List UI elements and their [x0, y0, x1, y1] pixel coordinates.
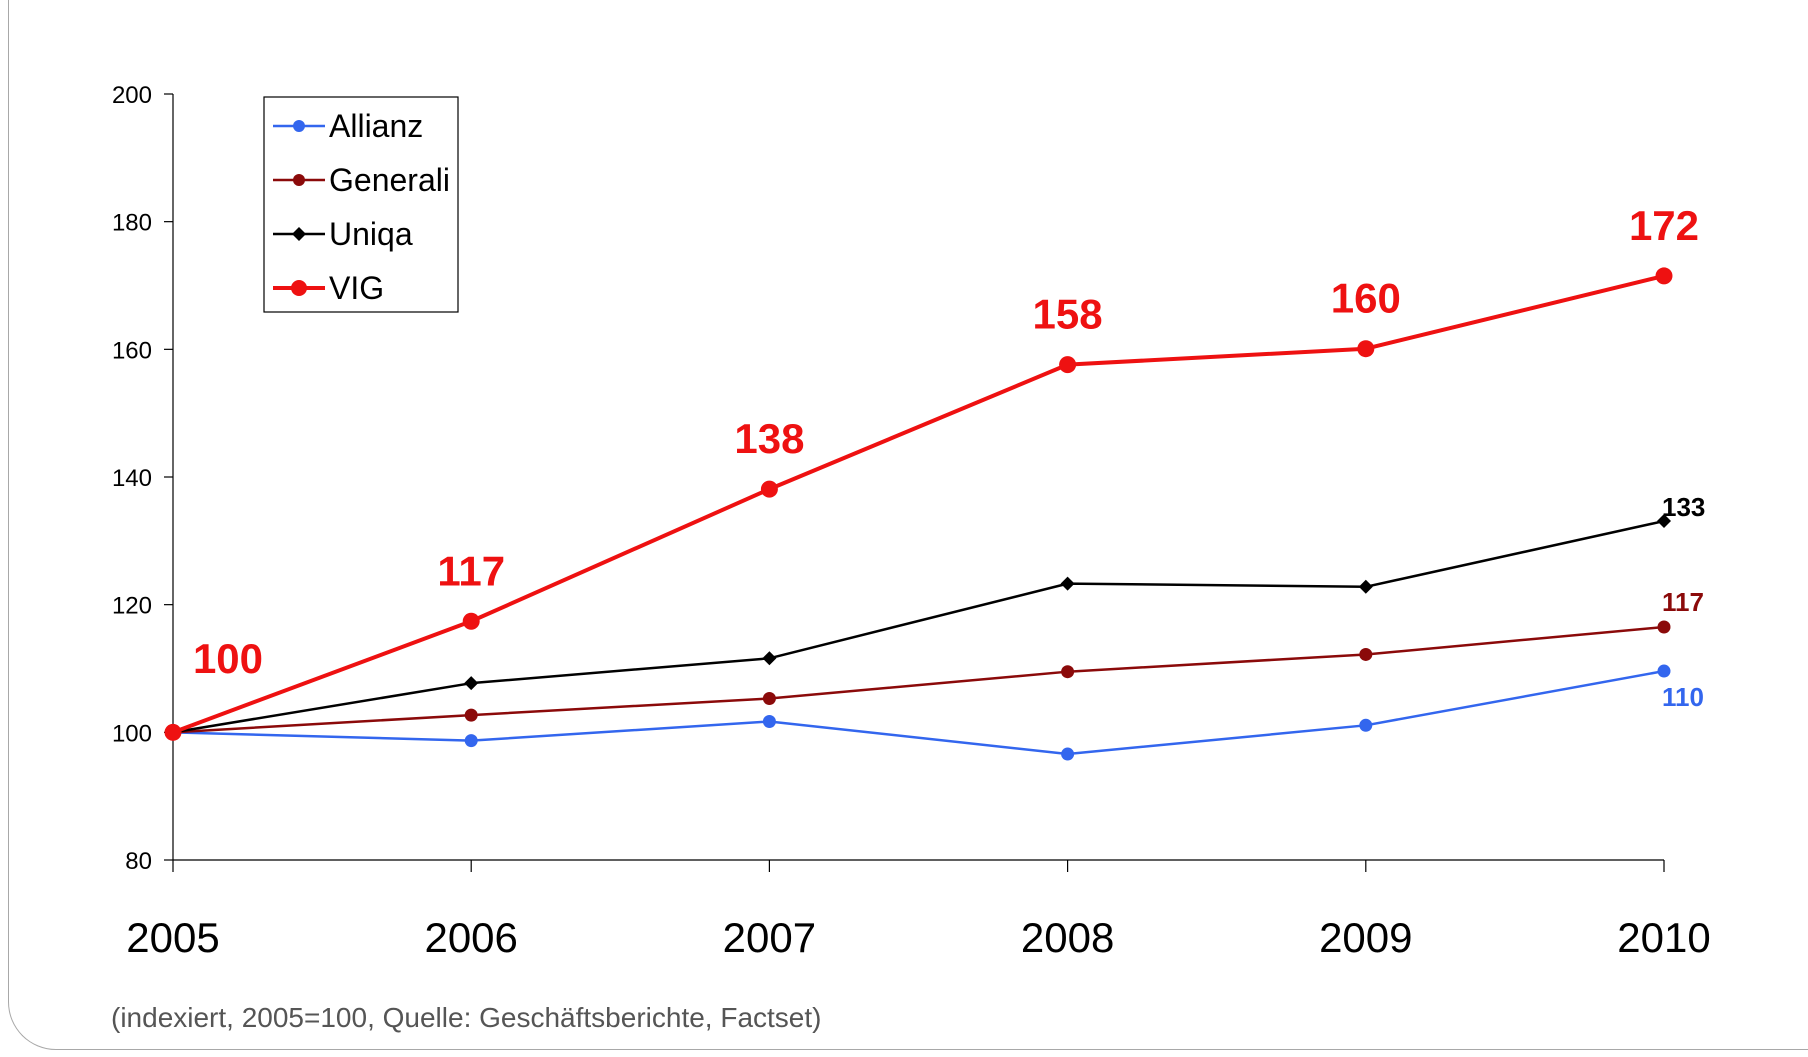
data-point — [164, 723, 182, 741]
data-point — [762, 692, 776, 706]
data-point — [1657, 620, 1671, 634]
series-generali — [166, 620, 1671, 739]
data-label-vig: 100 — [193, 635, 263, 682]
y-tick-label: 180 — [112, 210, 152, 237]
legend-item-vig: VIG — [273, 270, 384, 306]
y-tick-label: 160 — [112, 337, 152, 364]
data-point — [1061, 747, 1075, 761]
legend-box — [263, 96, 459, 313]
x-tick-label: 2005 — [126, 914, 219, 961]
data-point — [464, 676, 479, 691]
series-line-allianz — [172, 669, 1665, 756]
legend-label: Generali — [329, 162, 450, 198]
series-vig — [164, 267, 1673, 741]
chart-legend: Allianz Generali Uniqa VIG — [263, 96, 459, 313]
data-point — [464, 708, 478, 722]
x-tick-label: 2007 — [723, 914, 816, 961]
data-point — [1657, 514, 1671, 529]
x-tick-label: 2008 — [1021, 914, 1114, 961]
x-tick-label: 2009 — [1319, 914, 1412, 961]
data-label-vig: 172 — [1629, 202, 1699, 249]
series-uniqa — [166, 514, 1671, 740]
data-point — [1657, 664, 1671, 678]
y-tick-label: 120 — [112, 593, 152, 620]
data-labels: 100 117 138 158 160 172 133 117 110 — [193, 202, 1705, 712]
data-point — [762, 651, 777, 666]
legend-item-allianz: Allianz — [273, 108, 423, 144]
legend-item-generali: Generali — [273, 162, 450, 198]
data-point — [762, 714, 776, 728]
data-label-vig: 117 — [437, 547, 505, 594]
legend-marker — [293, 174, 305, 186]
data-label-vig: 158 — [1033, 291, 1103, 338]
data-point — [1359, 718, 1373, 732]
series-line-generali — [172, 625, 1665, 734]
x-tick-label: 2010 — [1617, 914, 1710, 961]
data-point — [1359, 647, 1373, 661]
data-label-uniqa: 133 — [1662, 492, 1705, 522]
data-label-vig: 160 — [1331, 275, 1401, 322]
y-tick-label: 100 — [112, 720, 152, 747]
legend-marker — [292, 227, 306, 241]
x-tick-label: 2006 — [424, 914, 517, 961]
data-point — [1357, 340, 1375, 358]
data-point — [1059, 356, 1077, 374]
data-point — [760, 480, 778, 498]
data-label-generali: 117 — [1662, 587, 1704, 617]
data-label-allianz: 110 — [1662, 682, 1704, 712]
slide-frame — [8, 0, 1808, 1050]
legend-marker — [291, 280, 307, 296]
source-footnote: (indexiert, 2005=100, Quelle: Geschäftsb… — [111, 1002, 822, 1033]
legend-label: Allianz — [329, 108, 423, 144]
legend-label: VIG — [329, 270, 384, 306]
series-line-vig — [172, 273, 1665, 735]
data-label-vig: 138 — [734, 415, 804, 462]
chart-axes: 80 100 120 140 160 180 200 2005 2006 2007 2008 2009… — [112, 82, 1711, 961]
data-point — [1655, 267, 1673, 285]
data-point — [1358, 579, 1373, 594]
data-point — [1060, 576, 1075, 591]
data-point — [462, 612, 480, 630]
data-point — [1061, 665, 1075, 679]
y-tick-label: 140 — [112, 465, 152, 492]
legend-label: Uniqa — [329, 216, 413, 252]
legend-item-uniqa: Uniqa — [273, 216, 413, 252]
y-tick-label: 80 — [125, 848, 152, 875]
series-line-uniqa — [172, 519, 1665, 734]
series-allianz — [166, 664, 1671, 761]
line-chart: 80 100 120 140 160 180 200 2005 2006 2007 2008 2009… — [112, 82, 1711, 961]
chart-series — [164, 267, 1673, 761]
data-point — [464, 734, 478, 748]
y-tick-label: 200 — [112, 82, 152, 109]
legend-marker — [293, 120, 305, 132]
